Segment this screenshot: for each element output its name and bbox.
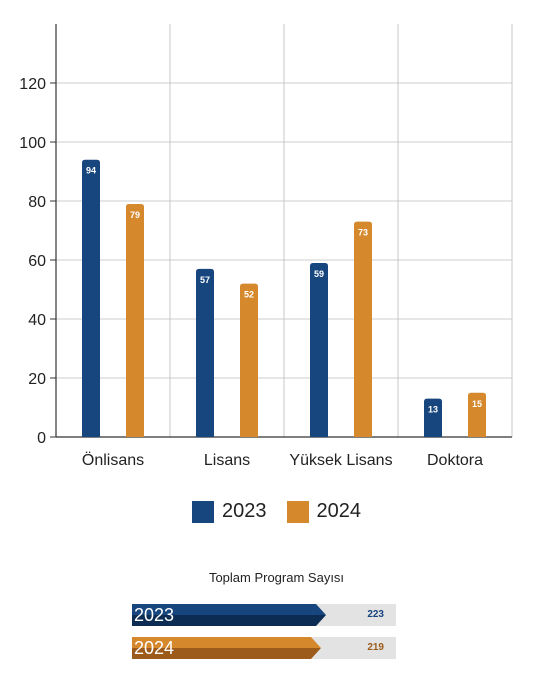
bar-value-label: 13	[428, 405, 438, 415]
x-category-label: Yüksek Lisans	[289, 452, 392, 469]
bar-2023-2	[310, 262, 328, 437]
bar-2023-3	[424, 398, 442, 437]
bar-2024-1	[240, 283, 258, 437]
bar-value-label: 52	[244, 290, 254, 300]
total-bar-2024: 2024 219	[132, 637, 396, 659]
bar-value-label: 79	[130, 210, 140, 220]
legend-item-2023: 2023	[192, 500, 267, 523]
total-fill-2023	[132, 604, 326, 626]
y-tick-label: 120	[19, 76, 46, 93]
legend-swatch-2023	[192, 500, 214, 523]
total-value-2023: 223	[367, 609, 384, 620]
total-fill-upper	[132, 604, 326, 615]
bar-2023-1	[196, 268, 214, 437]
total-value-2024: 219	[367, 642, 384, 653]
total-fill-lower	[132, 648, 321, 659]
legend-item-2024: 2024	[286, 500, 362, 523]
y-tick-label: 80	[28, 194, 46, 211]
total-fill-lower	[132, 615, 326, 626]
bar-value-label: 57	[200, 275, 210, 285]
bar-2023-0	[82, 159, 100, 437]
x-category-label: Doktora	[427, 452, 483, 469]
bar-value-label: 94	[86, 166, 96, 176]
bar-2024-2	[354, 221, 372, 437]
legend-label-2023: 2023	[222, 500, 267, 522]
total-fill-upper	[132, 637, 321, 648]
bar-value-label: 15	[472, 399, 482, 409]
bar-value-label: 59	[314, 269, 324, 279]
legend-label-2024: 2024	[316, 500, 362, 522]
bar-value-label: 73	[358, 228, 368, 238]
y-tick-label: 0	[37, 430, 46, 447]
total-year-2024: 2024	[134, 638, 175, 658]
x-category-label: Lisans	[204, 452, 250, 469]
x-category-label: Önlisans	[82, 451, 144, 469]
bar-chart: 0 20 40 60 80 100 120 94 79 Önlisans 57 52 Lisans 59 7…	[19, 24, 513, 469]
bar-2024-3	[468, 392, 486, 437]
bar-2024-0	[126, 203, 144, 437]
y-tick-label: 60	[28, 253, 46, 270]
totals-title: Toplam Program Sayısı	[208, 570, 345, 585]
total-bar-2023: 2023 223	[132, 604, 396, 626]
total-year-2023: 2023	[134, 605, 175, 625]
total-fill-2024	[132, 637, 321, 659]
y-tick-label: 20	[28, 371, 46, 388]
chart-legend: 2023 2024	[0, 500, 553, 523]
legend-swatch-2024	[286, 500, 309, 523]
y-tick-label: 100	[19, 135, 46, 152]
y-tick-label: 40	[28, 312, 46, 329]
